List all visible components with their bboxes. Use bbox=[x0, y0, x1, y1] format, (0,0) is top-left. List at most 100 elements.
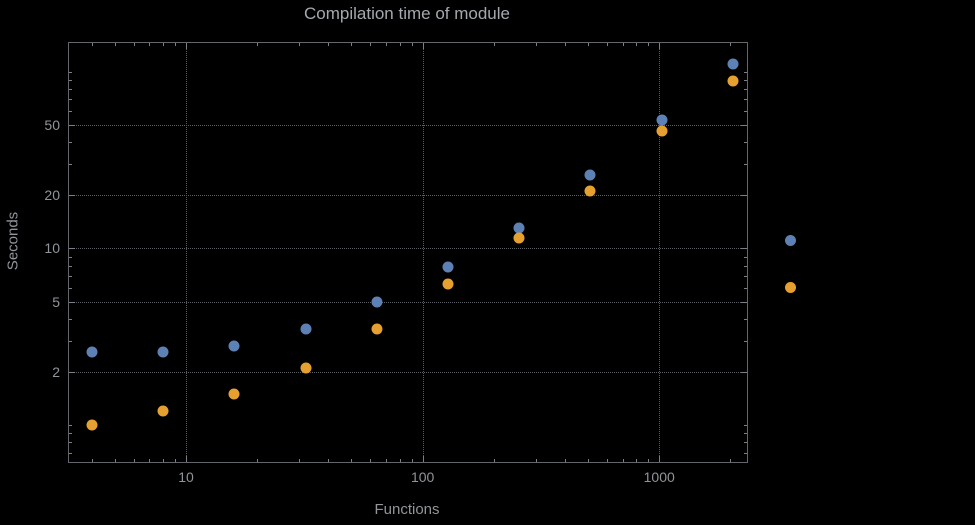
y-tick-mark bbox=[741, 195, 747, 197]
x-tick-mark bbox=[636, 459, 638, 462]
y-tick-mark bbox=[69, 265, 72, 267]
x-tick-label: 100 bbox=[410, 469, 435, 485]
x-tick-mark bbox=[163, 43, 165, 46]
x-tick-mark bbox=[385, 43, 387, 46]
plot-frame: 10 100 1000 2 5 10 20 50 bbox=[44, 42, 748, 485]
data-point-series-1 bbox=[157, 346, 169, 358]
x-tick-mark bbox=[351, 43, 353, 46]
x-tick-mark bbox=[114, 459, 116, 462]
x-tick-mark bbox=[535, 459, 537, 462]
data-point-series-1 bbox=[727, 58, 739, 70]
data-point-series-1 bbox=[300, 323, 312, 335]
x-axis-label: Functions bbox=[374, 501, 440, 518]
x-tick-mark bbox=[257, 43, 259, 46]
legend-marker-series-2 bbox=[785, 282, 796, 293]
x-tick-mark bbox=[648, 43, 650, 46]
y-tick-mark bbox=[69, 442, 72, 444]
y-tick-mark bbox=[744, 88, 747, 90]
y-gridline bbox=[69, 248, 747, 250]
y-tick-label: 20 bbox=[44, 187, 60, 204]
x-tick-mark bbox=[175, 43, 177, 46]
x-tick-mark bbox=[565, 459, 567, 462]
x-tick-label: 10 bbox=[178, 469, 194, 485]
y-tick-mark bbox=[741, 124, 747, 126]
y-tick-mark bbox=[744, 110, 747, 112]
y-tick-mark bbox=[744, 265, 747, 267]
x-tick-mark bbox=[328, 43, 330, 46]
y-tick-label: 5 bbox=[52, 293, 60, 310]
y-tick-mark bbox=[744, 71, 747, 73]
y-tick-mark bbox=[744, 425, 747, 427]
x-gridline bbox=[186, 43, 188, 462]
data-point-series-2 bbox=[157, 405, 169, 417]
y-tick-mark bbox=[744, 318, 747, 320]
data-point-series-2 bbox=[228, 388, 240, 400]
y-tick-mark bbox=[744, 98, 747, 100]
y-tick-mark bbox=[69, 88, 72, 90]
x-tick-mark bbox=[622, 43, 624, 46]
data-point-series-2 bbox=[442, 278, 454, 290]
y-tick-mark bbox=[744, 141, 747, 143]
x-tick-mark bbox=[385, 459, 387, 462]
x-tick-mark bbox=[565, 43, 567, 46]
y-tick-mark bbox=[744, 79, 747, 81]
x-tick-mark bbox=[149, 459, 151, 462]
y-tick-mark bbox=[741, 372, 747, 374]
x-tick-label: 1000 bbox=[643, 469, 675, 485]
data-point-series-2 bbox=[371, 323, 383, 335]
y-gridline bbox=[69, 124, 747, 126]
y-gridline bbox=[69, 372, 747, 374]
x-tick-mark bbox=[298, 459, 300, 462]
x-tick-mark bbox=[493, 459, 495, 462]
y-gridline bbox=[69, 195, 747, 197]
x-tick-mark bbox=[163, 459, 165, 462]
y-tick-mark bbox=[69, 433, 72, 435]
x-tick-mark bbox=[648, 459, 650, 462]
x-tick-mark bbox=[411, 459, 413, 462]
x-tick-mark bbox=[730, 43, 732, 46]
y-tick-mark bbox=[69, 124, 75, 126]
x-tick-mark bbox=[114, 43, 116, 46]
y-tick-mark bbox=[744, 442, 747, 444]
x-tick-mark bbox=[399, 459, 401, 462]
y-tick-mark bbox=[69, 164, 72, 166]
y-tick-mark bbox=[69, 248, 75, 250]
data-point-series-2 bbox=[727, 75, 739, 87]
data-point-series-1 bbox=[371, 296, 383, 308]
y-tick-mark bbox=[69, 301, 75, 303]
y-tick-mark bbox=[69, 98, 72, 100]
data-point-series-2 bbox=[86, 419, 98, 431]
y-tick-mark bbox=[744, 275, 747, 277]
x-tick-mark bbox=[257, 459, 259, 462]
data-point-series-1 bbox=[656, 114, 668, 126]
chart-title: Compilation time of module bbox=[304, 4, 510, 23]
y-axis-label: Seconds bbox=[4, 211, 22, 271]
y-tick-mark bbox=[741, 248, 747, 250]
y-tick-mark bbox=[69, 287, 72, 289]
y-tick-mark bbox=[69, 275, 72, 277]
y-tick-mark bbox=[69, 318, 72, 320]
x-tick-mark bbox=[659, 456, 661, 462]
data-point-series-2 bbox=[513, 232, 525, 244]
y-tick-mark bbox=[69, 372, 75, 374]
x-tick-mark bbox=[606, 459, 608, 462]
x-tick-mark bbox=[636, 43, 638, 46]
x-tick-mark bbox=[493, 43, 495, 46]
y-tick-mark bbox=[69, 71, 72, 73]
data-point-series-2 bbox=[584, 185, 596, 197]
y-tick-label: 10 bbox=[44, 240, 60, 257]
x-tick-mark bbox=[298, 43, 300, 46]
data-point-series-1 bbox=[442, 261, 454, 273]
x-tick-mark bbox=[186, 43, 188, 49]
y-tick-label: 50 bbox=[44, 116, 60, 133]
y-tick-mark bbox=[744, 256, 747, 258]
x-gridline bbox=[659, 43, 661, 462]
y-tick-mark bbox=[69, 141, 72, 143]
x-tick-mark bbox=[659, 43, 661, 49]
y-tick-mark bbox=[69, 195, 75, 197]
data-point-series-2 bbox=[656, 125, 668, 137]
data-point-series-1 bbox=[584, 169, 596, 181]
y-tick-mark bbox=[744, 433, 747, 435]
x-tick-mark bbox=[91, 43, 93, 46]
y-tick-mark bbox=[69, 110, 72, 112]
